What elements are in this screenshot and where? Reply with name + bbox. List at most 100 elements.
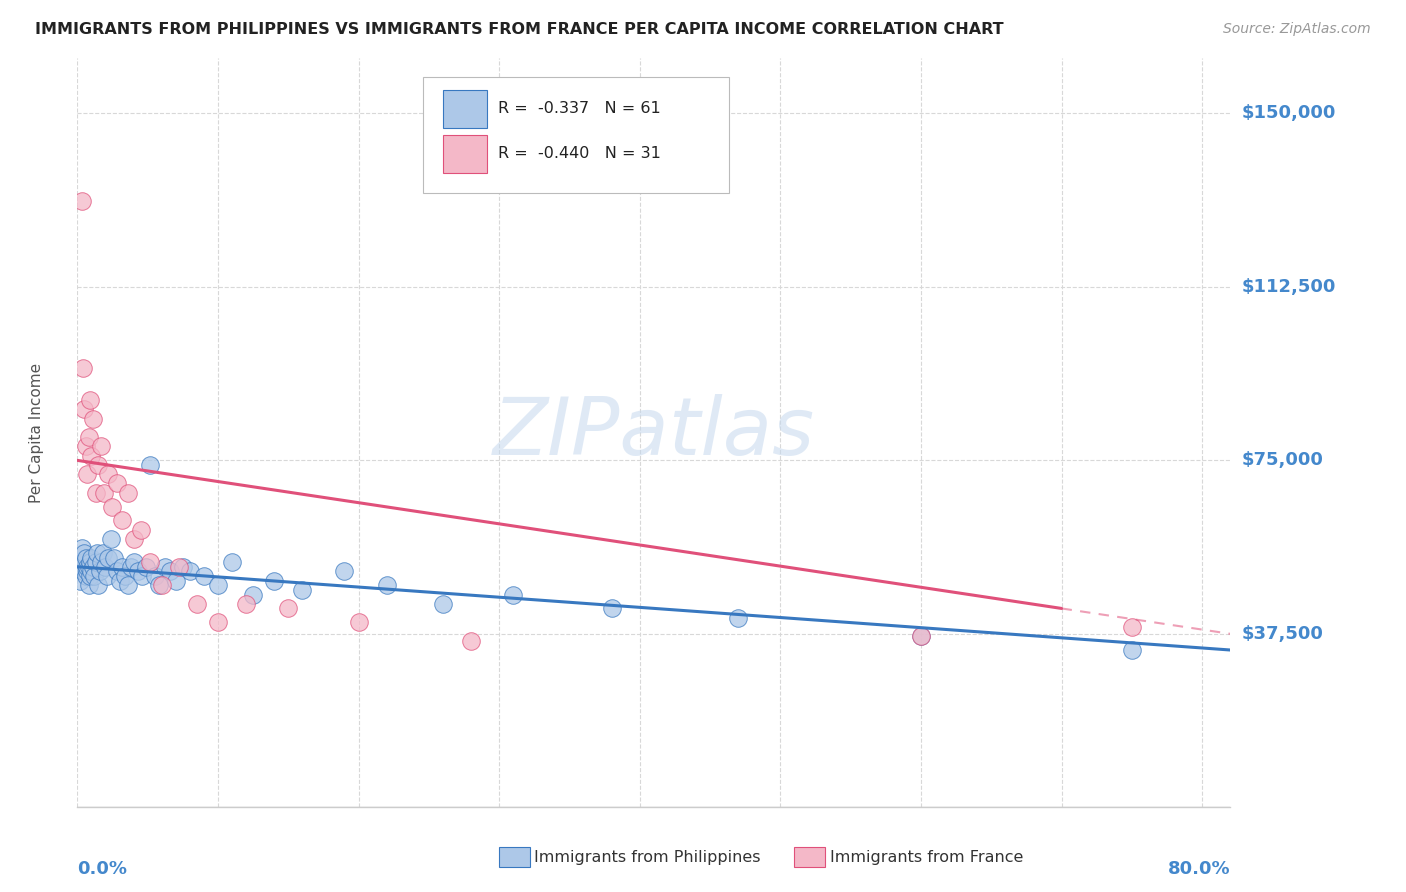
Point xyxy=(70,559,93,574)
Point xyxy=(131,569,153,583)
Point xyxy=(93,485,115,500)
Point xyxy=(103,550,125,565)
Point xyxy=(86,546,108,560)
FancyBboxPatch shape xyxy=(443,90,486,128)
Text: ZIPatlas: ZIPatlas xyxy=(492,393,815,472)
Point xyxy=(910,629,932,643)
Point xyxy=(87,458,110,472)
FancyBboxPatch shape xyxy=(443,136,486,173)
Point xyxy=(207,615,229,630)
Point xyxy=(69,574,91,588)
Text: $37,500: $37,500 xyxy=(1241,624,1323,643)
Point xyxy=(333,565,356,579)
Point xyxy=(122,532,145,546)
Point xyxy=(76,559,98,574)
Point xyxy=(75,440,97,454)
Point xyxy=(143,569,166,583)
Point xyxy=(600,601,623,615)
Point xyxy=(432,597,454,611)
Point xyxy=(221,555,243,569)
Point xyxy=(148,578,170,592)
Point xyxy=(73,546,96,560)
Point xyxy=(242,587,264,601)
Point xyxy=(79,569,101,583)
Point xyxy=(72,360,94,375)
Text: Immigrants from France: Immigrants from France xyxy=(830,850,1024,864)
Point xyxy=(122,555,145,569)
Point xyxy=(79,393,101,408)
Point xyxy=(90,440,112,454)
Point xyxy=(139,555,162,569)
Text: $150,000: $150,000 xyxy=(1241,104,1336,122)
Point xyxy=(77,559,100,574)
Point xyxy=(127,565,149,579)
Point xyxy=(94,559,117,574)
Text: $75,000: $75,000 xyxy=(1241,451,1323,469)
Point xyxy=(80,449,103,463)
Point xyxy=(727,610,749,624)
Point xyxy=(207,578,229,592)
Point xyxy=(84,485,107,500)
Point xyxy=(165,574,187,588)
Point xyxy=(111,514,134,528)
Point xyxy=(97,550,120,565)
Point xyxy=(91,546,114,560)
Point xyxy=(153,559,176,574)
Point xyxy=(291,582,314,597)
Text: Per Capita Income: Per Capita Income xyxy=(30,362,45,503)
Point xyxy=(114,569,136,583)
Point xyxy=(135,559,157,574)
Point xyxy=(263,574,285,588)
Point xyxy=(460,633,482,648)
Point xyxy=(72,565,94,579)
Point xyxy=(83,569,105,583)
Point xyxy=(80,550,103,565)
Point xyxy=(105,565,128,579)
Text: R =  -0.337   N = 61: R = -0.337 N = 61 xyxy=(498,102,661,117)
Text: 0.0%: 0.0% xyxy=(77,860,128,878)
Point xyxy=(117,578,139,592)
Point xyxy=(76,565,98,579)
Point xyxy=(105,476,128,491)
Point xyxy=(235,597,257,611)
Point xyxy=(172,559,194,574)
Point xyxy=(1121,620,1143,634)
Text: Immigrants from Philippines: Immigrants from Philippines xyxy=(534,850,761,864)
Point xyxy=(97,467,120,482)
Point xyxy=(79,555,101,569)
Point xyxy=(111,559,134,574)
Point xyxy=(82,411,104,425)
Point xyxy=(910,629,932,643)
Text: Source: ZipAtlas.com: Source: ZipAtlas.com xyxy=(1223,22,1371,37)
Point xyxy=(77,430,100,444)
Point xyxy=(159,565,181,579)
Text: $112,500: $112,500 xyxy=(1241,278,1336,296)
Point xyxy=(73,555,96,569)
Point xyxy=(129,523,152,537)
Point xyxy=(96,569,118,583)
Point xyxy=(139,458,162,472)
Point xyxy=(70,541,93,556)
Point xyxy=(120,559,142,574)
Text: IMMIGRANTS FROM PHILIPPINES VS IMMIGRANTS FROM FRANCE PER CAPITA INCOME CORRELAT: IMMIGRANTS FROM PHILIPPINES VS IMMIGRANT… xyxy=(35,22,1004,37)
Point xyxy=(84,555,107,569)
Point xyxy=(76,467,98,482)
Point xyxy=(75,569,97,583)
Point xyxy=(89,565,111,579)
Point xyxy=(117,485,139,500)
Point xyxy=(73,402,96,417)
FancyBboxPatch shape xyxy=(423,77,728,193)
Point xyxy=(186,597,208,611)
Text: 80.0%: 80.0% xyxy=(1167,860,1230,878)
Point xyxy=(1121,643,1143,657)
Point xyxy=(108,574,131,588)
Point xyxy=(179,565,201,579)
Point xyxy=(87,578,110,592)
Point xyxy=(70,194,93,209)
Point xyxy=(101,500,124,514)
Point xyxy=(100,532,122,546)
Point xyxy=(80,565,103,579)
Point xyxy=(347,615,370,630)
Point xyxy=(502,587,524,601)
Point xyxy=(277,601,299,615)
